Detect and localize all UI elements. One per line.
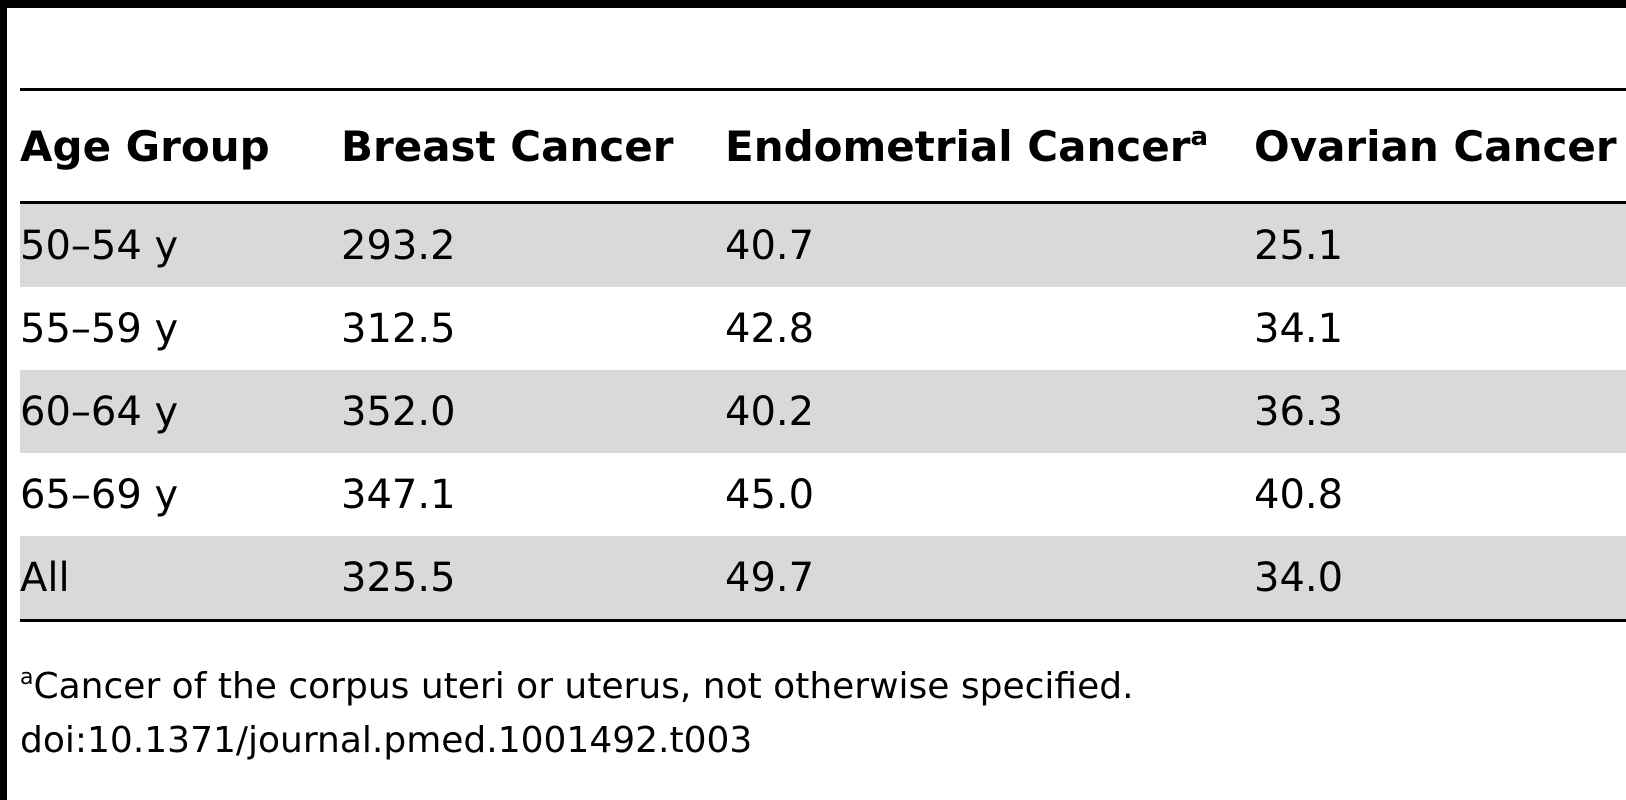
- cell-endometrial: 40.7: [725, 202, 1254, 287]
- table-footnotes: aCancer of the corpus uteri or uterus, n…: [20, 660, 1134, 768]
- cell-breast: 312.5: [341, 305, 456, 352]
- cell-breast: 325.5: [341, 536, 725, 621]
- table-row: 65–69 y 347.1 45.0 40.8: [20, 453, 1626, 536]
- header-breast-cancer: Breast Cancer: [341, 121, 674, 171]
- cell-ovarian: 36.3: [1254, 370, 1626, 453]
- header-age-group: Age Group: [20, 121, 270, 171]
- table-body: 50–54 y 293.2 40.7 25.1 55–59 y 312.5 42…: [20, 202, 1626, 621]
- cell-age-group: 55–59 y: [20, 305, 179, 352]
- incidence-table: Age Group Breast Cancer Endometrial Canc…: [20, 88, 1626, 622]
- left-rule: [0, 0, 7, 800]
- table-row: 55–59 y 312.5 42.8 34.1: [20, 287, 1626, 370]
- cell-breast: 352.0: [341, 370, 725, 453]
- cell-breast: 293.2: [341, 202, 725, 287]
- data-table-container: Age Group Breast Cancer Endometrial Canc…: [20, 88, 1626, 622]
- cell-endometrial: 42.8: [725, 305, 815, 352]
- table-row-total: All 325.5 49.7 34.0: [20, 536, 1626, 621]
- cell-age-group: 65–69 y: [20, 471, 179, 518]
- footnote-marker: a: [1190, 121, 1209, 152]
- cell-ovarian: 34.0: [1254, 536, 1626, 621]
- cell-age-group: All: [20, 536, 341, 621]
- cell-endometrial: 45.0: [725, 471, 815, 518]
- cell-endometrial: 40.2: [725, 370, 1254, 453]
- header-endometrial-cancer: Endometrial Cancera: [725, 121, 1209, 171]
- footnote-marker: a: [20, 665, 34, 690]
- table-row: 60–64 y 352.0 40.2 36.3: [20, 370, 1626, 453]
- cell-ovarian: 34.1: [1254, 305, 1344, 352]
- cell-endometrial: 49.7: [725, 536, 1254, 621]
- cell-age-group: 60–64 y: [20, 370, 341, 453]
- cell-ovarian: 40.8: [1254, 471, 1344, 518]
- table-header-row: Age Group Breast Cancer Endometrial Canc…: [20, 89, 1626, 203]
- cell-ovarian: 25.1: [1254, 202, 1626, 287]
- cell-age-group: 50–54 y: [20, 202, 341, 287]
- doi-text: doi:10.1371/journal.pmed.1001492.t003: [20, 720, 753, 761]
- footnote-text: Cancer of the corpus uteri or uterus, no…: [33, 666, 1134, 707]
- table-row: 50–54 y 293.2 40.7 25.1: [20, 202, 1626, 287]
- top-rule: [0, 0, 1626, 8]
- header-ovarian-cancer: Ovarian Cancer: [1254, 121, 1617, 171]
- cell-breast: 347.1: [341, 471, 456, 518]
- footnote-a: aCancer of the corpus uteri or uterus, n…: [20, 660, 1134, 714]
